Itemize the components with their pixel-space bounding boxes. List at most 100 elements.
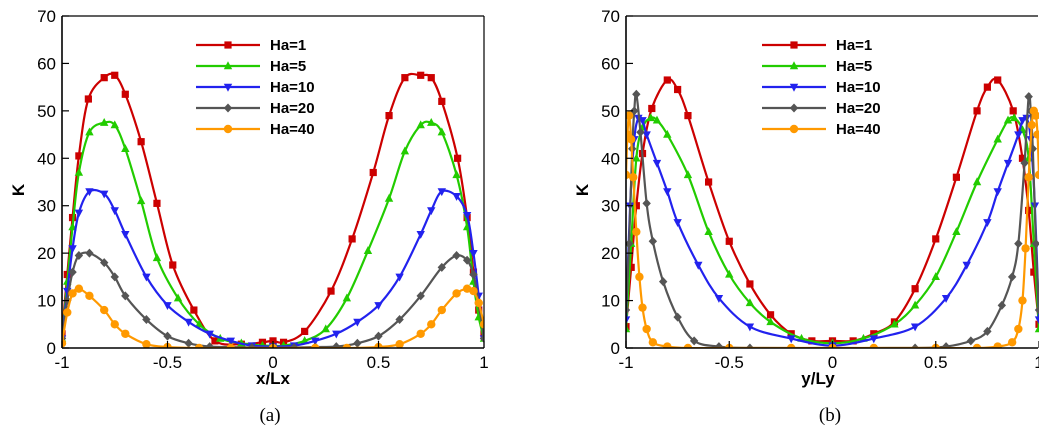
data-point-ha-5 bbox=[1034, 324, 1039, 333]
data-point-ha-40 bbox=[110, 320, 119, 329]
data-point-ha-1 bbox=[348, 235, 356, 243]
data-point-ha-10 bbox=[395, 273, 404, 282]
x-tick-label: 0 bbox=[828, 353, 837, 372]
data-point-ha-40 bbox=[63, 308, 72, 317]
data-point-ha-40 bbox=[100, 305, 109, 315]
legend-item-ha-1: Ha=1 bbox=[762, 37, 872, 54]
data-point-ha-5 bbox=[194, 319, 204, 328]
legend-label: Ha=5 bbox=[836, 58, 872, 75]
data-point-ha-5 bbox=[136, 196, 146, 205]
legend-marker bbox=[790, 41, 798, 49]
data-point-ha-40 bbox=[121, 329, 130, 338]
data-point-ha-1 bbox=[84, 95, 92, 103]
y-tick-label: 20 bbox=[37, 244, 56, 263]
legend-marker bbox=[224, 41, 232, 49]
legend: Ha=1 Ha=5 Ha=10 Ha=20 Ha=40 bbox=[762, 37, 881, 138]
data-point-ha-40 bbox=[1018, 296, 1027, 305]
data-point-ha-1 bbox=[705, 178, 713, 186]
data-point-ha-5 bbox=[342, 293, 352, 302]
data-point-ha-40 bbox=[626, 111, 634, 120]
series-markers-ha-5 bbox=[62, 118, 484, 348]
data-point-ha-5 bbox=[745, 298, 755, 307]
data-point-ha-20 bbox=[1034, 305, 1039, 315]
x-axis-label: x/Lx bbox=[256, 369, 291, 388]
data-point-ha-20 bbox=[142, 315, 151, 325]
legend-label: Ha=10 bbox=[270, 79, 315, 96]
data-point-ha-20 bbox=[1028, 144, 1038, 154]
data-point-ha-1 bbox=[169, 261, 177, 269]
data-point-ha-20 bbox=[395, 315, 404, 325]
data-point-ha-1 bbox=[369, 168, 377, 177]
data-point-ha-20 bbox=[632, 89, 641, 99]
y-tick-label: 0 bbox=[611, 339, 620, 358]
data-point-ha-1 bbox=[663, 76, 671, 84]
legend-item-ha-20: Ha=20 bbox=[196, 100, 315, 117]
data-point-ha-1 bbox=[674, 85, 682, 94]
plot-area bbox=[626, 76, 1039, 348]
data-point-ha-20 bbox=[1031, 239, 1039, 249]
x-tick-label: -1 bbox=[54, 353, 69, 372]
data-point-ha-5 bbox=[646, 113, 655, 122]
data-point-ha-1 bbox=[725, 237, 733, 245]
data-point-ha-40 bbox=[1033, 130, 1039, 139]
data-point-ha-1 bbox=[626, 323, 630, 331]
data-point-ha-20 bbox=[1014, 239, 1023, 249]
y-tick-label: 50 bbox=[601, 102, 620, 121]
data-point-ha-20 bbox=[636, 127, 645, 137]
data-point-ha-40 bbox=[642, 324, 651, 334]
data-point-ha-20 bbox=[479, 334, 484, 344]
data-point-ha-1 bbox=[301, 327, 309, 335]
data-point-ha-1 bbox=[269, 337, 277, 345]
data-point-ha-20 bbox=[247, 343, 257, 348]
data-point-ha-1 bbox=[75, 152, 83, 160]
data-point-ha-1 bbox=[438, 97, 446, 105]
series-line-ha-20 bbox=[626, 92, 1039, 348]
legend-label: Ha=40 bbox=[270, 121, 315, 138]
data-point-ha-40 bbox=[427, 320, 436, 329]
legend-label: Ha=20 bbox=[270, 100, 315, 117]
data-point-ha-10 bbox=[673, 219, 682, 228]
data-point-ha-40 bbox=[629, 173, 638, 182]
data-point-ha-5 bbox=[152, 253, 162, 262]
data-point-ha-40 bbox=[1027, 120, 1036, 130]
data-point-ha-10 bbox=[452, 193, 461, 201]
data-point-ha-1 bbox=[417, 71, 425, 79]
data-point-ha-40 bbox=[648, 338, 658, 347]
data-point-ha-20 bbox=[745, 343, 755, 348]
data-point-ha-40 bbox=[869, 343, 878, 348]
series-markers-ha-20 bbox=[62, 248, 484, 348]
legend-marker bbox=[223, 61, 233, 70]
y-tick-label: 10 bbox=[37, 292, 56, 311]
data-point-ha-20 bbox=[673, 312, 682, 322]
data-point-ha-40 bbox=[452, 289, 461, 298]
data-point-ha-1 bbox=[932, 235, 940, 243]
data-point-ha-1 bbox=[454, 154, 462, 162]
data-point-ha-10 bbox=[1018, 117, 1027, 126]
legend-marker bbox=[223, 103, 233, 113]
panel-caption: (a) bbox=[259, 405, 280, 426]
data-point-ha-10 bbox=[74, 209, 84, 218]
y-tick-label: 40 bbox=[37, 149, 56, 168]
legend-marker bbox=[789, 83, 799, 92]
data-point-ha-10 bbox=[353, 318, 362, 327]
data-point-ha-20 bbox=[205, 342, 214, 348]
legend-item-ha-5: Ha=5 bbox=[762, 58, 872, 75]
data-point-ha-20 bbox=[1020, 158, 1029, 168]
y-tick-label: 60 bbox=[37, 54, 56, 73]
data-point-ha-1 bbox=[327, 287, 335, 295]
data-point-ha-20 bbox=[416, 291, 425, 301]
data-point-ha-5 bbox=[725, 269, 734, 278]
data-point-ha-5 bbox=[766, 317, 775, 326]
data-point-ha-10 bbox=[910, 323, 920, 332]
data-point-ha-5 bbox=[1003, 115, 1013, 124]
data-point-ha-40 bbox=[469, 286, 478, 296]
legend-label: Ha=20 bbox=[836, 100, 881, 117]
legend-label: Ha=40 bbox=[836, 121, 881, 138]
data-point-ha-5 bbox=[972, 177, 982, 186]
data-point-ha-20 bbox=[689, 336, 699, 346]
data-point-ha-10 bbox=[652, 159, 662, 168]
data-point-ha-40 bbox=[1024, 173, 1033, 182]
data-point-ha-5 bbox=[452, 170, 461, 179]
